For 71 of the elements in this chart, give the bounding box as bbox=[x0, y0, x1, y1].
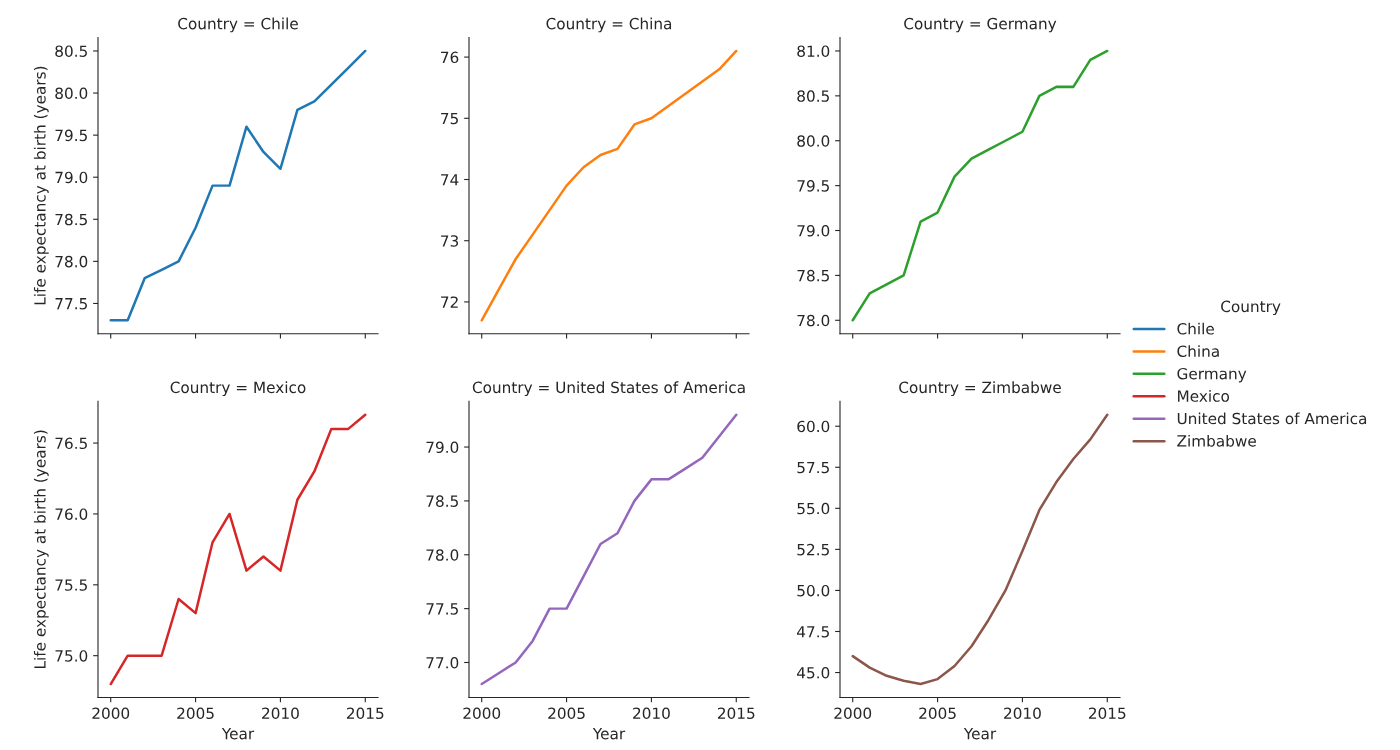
y-tick-label: 77.5 bbox=[55, 298, 87, 310]
x-axis-title: Year bbox=[963, 728, 997, 740]
y-tick-label: 75.0 bbox=[55, 650, 88, 662]
x-tick-label: 2005 bbox=[919, 707, 956, 720]
y-tick-label: 81.0 bbox=[797, 45, 830, 57]
legend-title: Country bbox=[1221, 300, 1281, 316]
chart-title: Country = Zimbabwe bbox=[899, 381, 1061, 397]
legend-label: Zimbabwe bbox=[1177, 434, 1256, 447]
x-tick-label: 2015 bbox=[346, 707, 384, 720]
line-series bbox=[480, 413, 738, 686]
x-tick-label: 2005 bbox=[177, 707, 214, 720]
chart-title: Country = Germany bbox=[904, 17, 1057, 33]
y-tick-label: 77.0 bbox=[426, 656, 459, 669]
y-tick-label: 78.0 bbox=[426, 549, 459, 561]
x-axis-title: Year bbox=[592, 728, 626, 740]
x-tick-label: 2010 bbox=[633, 707, 670, 720]
y-tick-label: 55.0 bbox=[797, 502, 830, 515]
x-tick-label: 2015 bbox=[1088, 707, 1126, 720]
y-tick-label: 72 bbox=[441, 296, 458, 308]
y-tick-label: 75 bbox=[441, 112, 458, 125]
y-tick-label: 76 bbox=[441, 51, 459, 64]
x-tick-label: 2010 bbox=[262, 707, 299, 720]
y-tick-label: 79.5 bbox=[797, 180, 829, 192]
x-tick-label: 2000 bbox=[834, 707, 872, 720]
x-axis-title: Year bbox=[221, 728, 255, 740]
line-series bbox=[851, 49, 1109, 322]
line-series bbox=[109, 413, 367, 686]
y-tick-label: 52.5 bbox=[797, 543, 829, 556]
y-tick-label: 78.5 bbox=[55, 213, 87, 226]
y-tick-label: 50.0 bbox=[797, 584, 830, 597]
legend-label: Germany bbox=[1177, 367, 1247, 383]
y-tick-label: 60.0 bbox=[797, 420, 830, 433]
y-tick-label: 57.5 bbox=[797, 461, 829, 474]
x-tick-label: 2000 bbox=[92, 707, 130, 720]
y-tick-label: 80.0 bbox=[797, 135, 830, 147]
y-tick-label: 74 bbox=[441, 174, 459, 186]
y-tick-label: 45.0 bbox=[797, 667, 830, 679]
y-tick-label: 79.0 bbox=[55, 171, 88, 184]
y-tick-label: 77.5 bbox=[426, 603, 458, 615]
x-tick-label: 2015 bbox=[717, 707, 755, 720]
chart-title: Country = Chile bbox=[178, 17, 298, 33]
y-tick-label: 75.5 bbox=[55, 579, 87, 591]
legend-label: Chile bbox=[1177, 322, 1214, 335]
y-axis-title: Life expectancy at birth (years) bbox=[33, 430, 49, 669]
chart-title: Country = United States of America bbox=[472, 381, 745, 397]
y-tick-label: 79.0 bbox=[797, 224, 830, 237]
y-tick-label: 80.0 bbox=[55, 87, 88, 100]
y-tick-label: 47.5 bbox=[797, 626, 829, 638]
legend-label: United States of America bbox=[1177, 412, 1367, 425]
y-tick-label: 76.5 bbox=[55, 437, 87, 450]
x-tick-label: 2010 bbox=[1004, 707, 1041, 720]
line-series bbox=[109, 49, 367, 322]
legend-label: Mexico bbox=[1178, 390, 1230, 402]
y-tick-label: 78.0 bbox=[55, 255, 88, 268]
chart-title: Country = China bbox=[546, 17, 672, 33]
y-tick-label: 78.5 bbox=[797, 269, 829, 282]
chart-title: Country = Mexico bbox=[170, 381, 306, 397]
x-tick-label: 2000 bbox=[463, 707, 501, 720]
line-series bbox=[480, 49, 738, 322]
line-series bbox=[851, 413, 1109, 686]
y-tick-label: 80.5 bbox=[797, 90, 829, 102]
y-tick-label: 79.0 bbox=[426, 441, 459, 454]
y-axis-title: Life expectancy at birth (years) bbox=[33, 66, 49, 305]
y-tick-label: 78.5 bbox=[426, 495, 458, 507]
y-tick-label: 80.5 bbox=[55, 45, 87, 57]
legend-label: China bbox=[1177, 345, 1219, 358]
y-tick-label: 73 bbox=[441, 235, 459, 247]
y-tick-label: 78.0 bbox=[797, 314, 830, 327]
y-tick-label: 76.0 bbox=[55, 508, 88, 520]
y-tick-label: 79.5 bbox=[55, 129, 87, 142]
x-tick-label: 2005 bbox=[548, 707, 585, 720]
